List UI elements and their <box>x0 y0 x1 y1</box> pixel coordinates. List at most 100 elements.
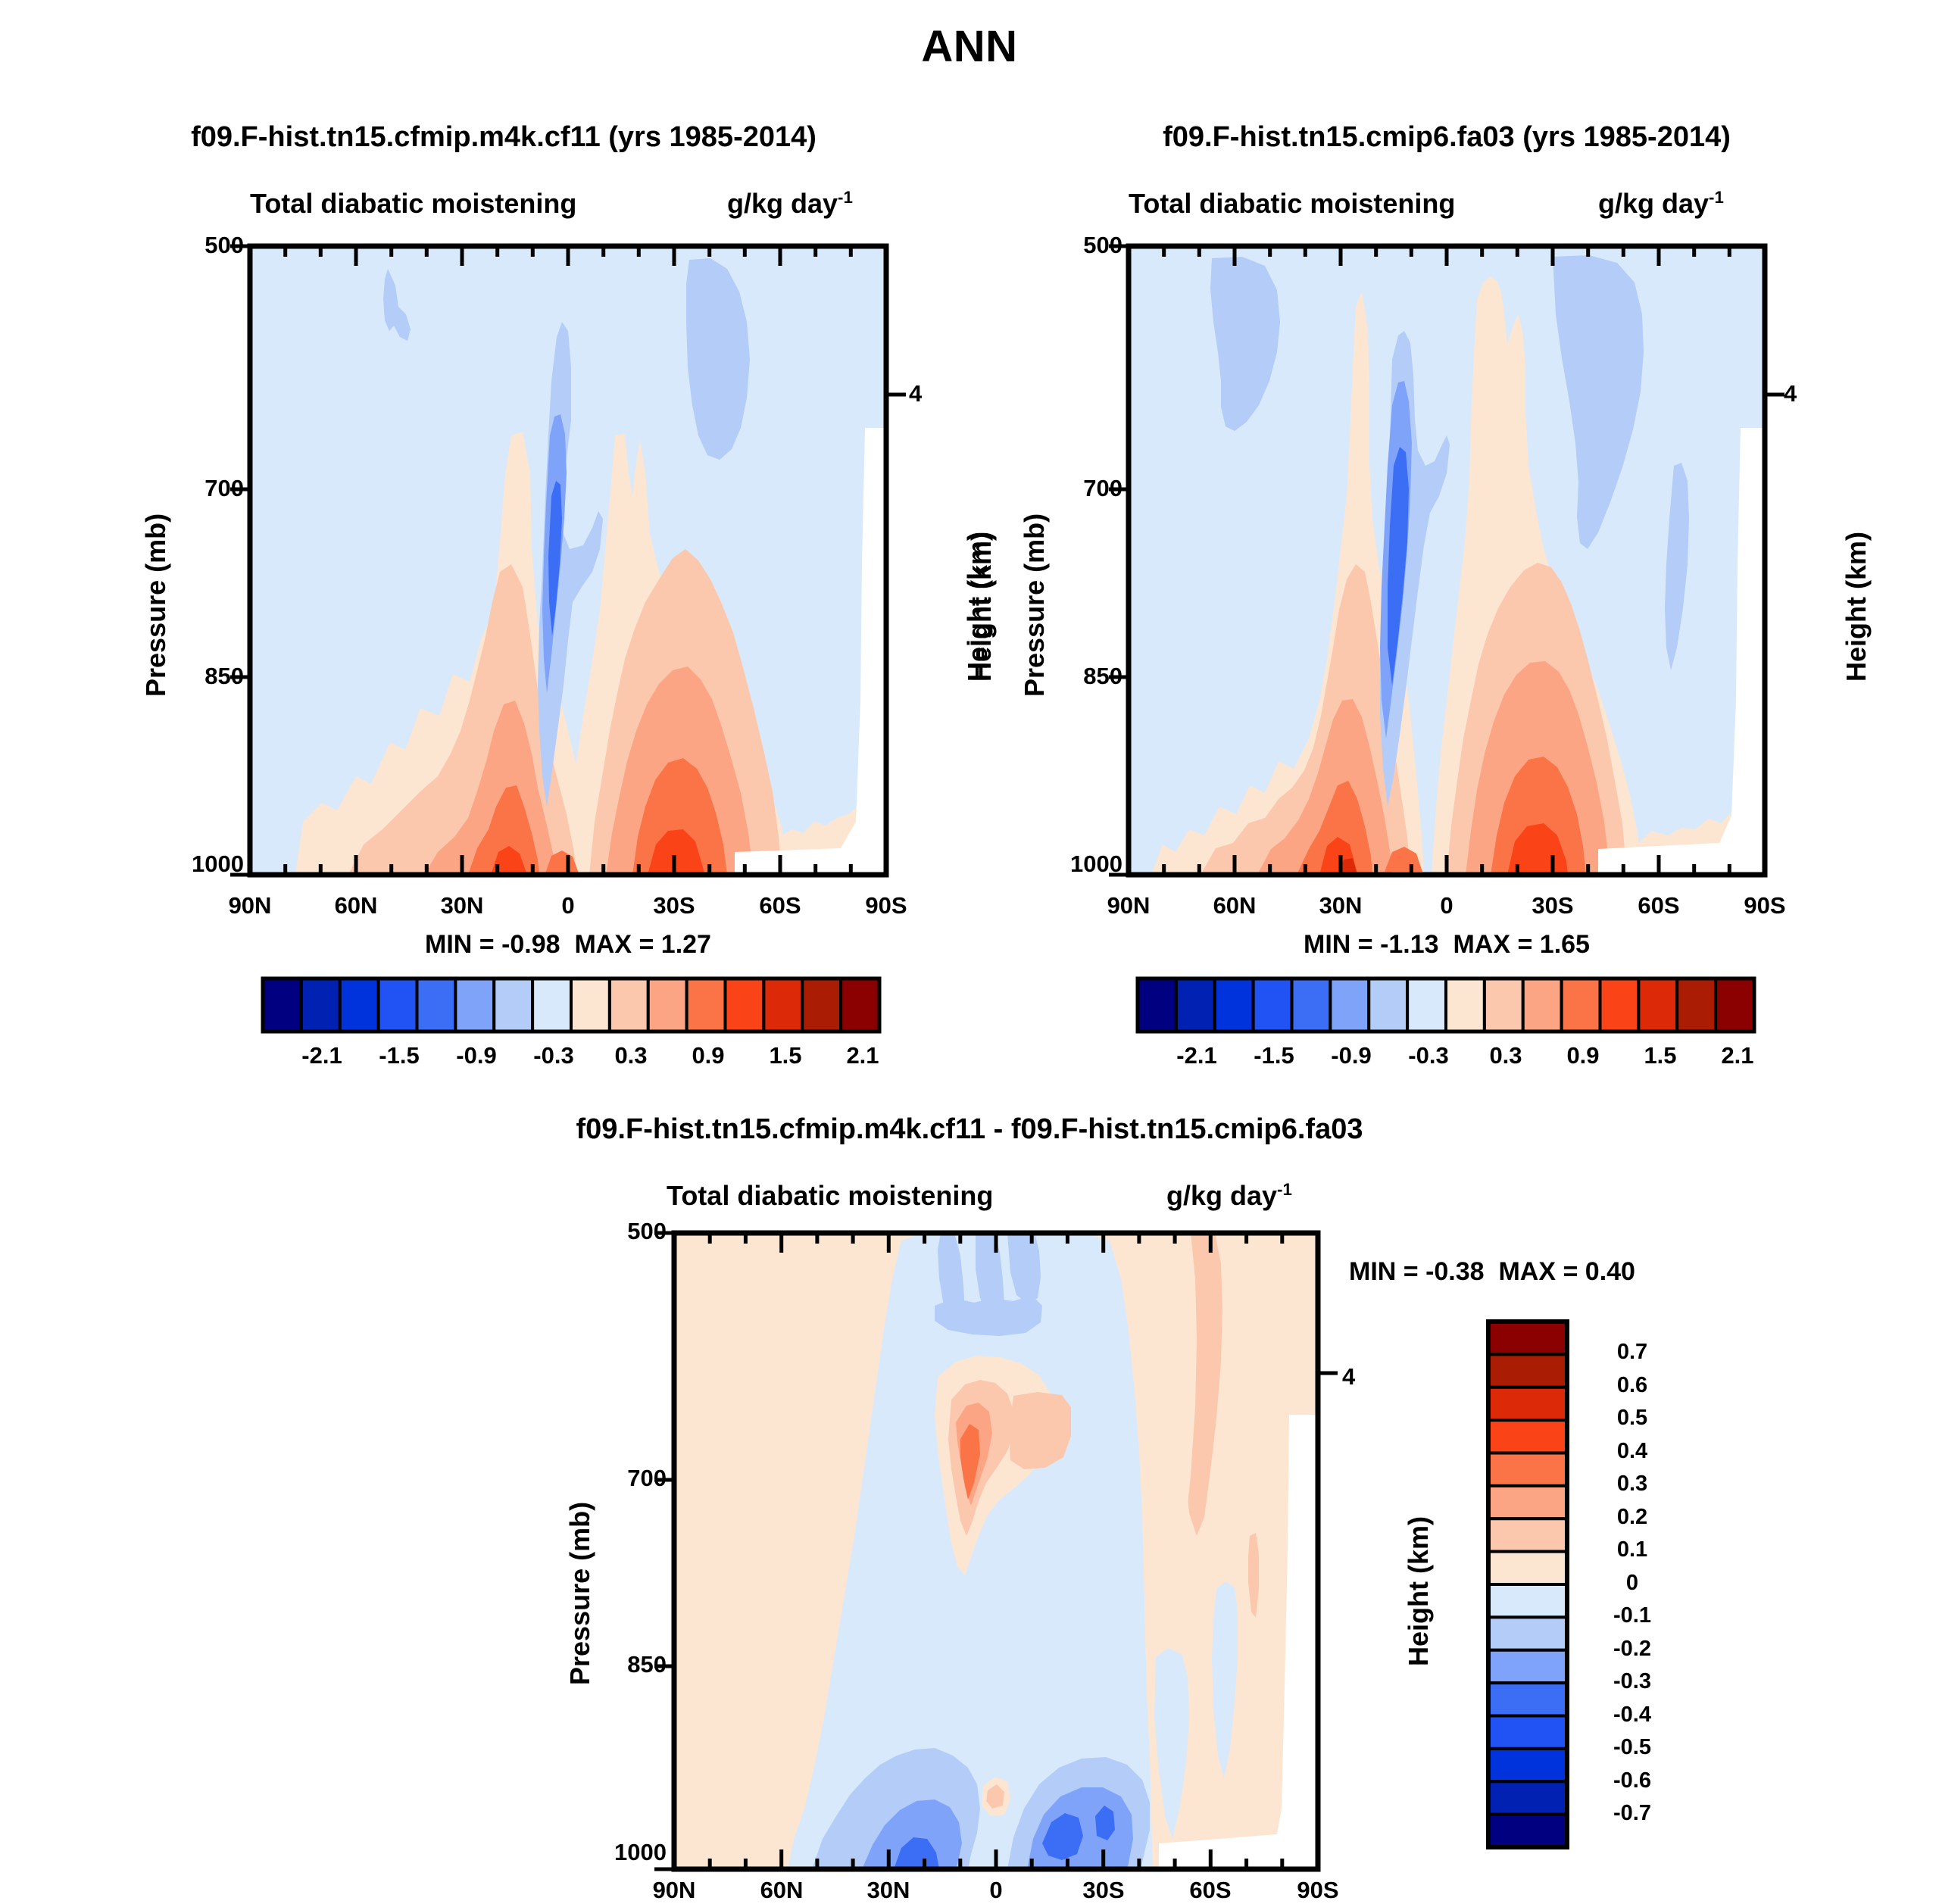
yaxis-label-p1: Pressure (mb) <box>140 513 171 697</box>
colorbar-cell <box>646 977 688 1033</box>
cbv-label-11: -0.4 <box>1613 1703 1651 1727</box>
cb-label-p2-2: -0.9 <box>1331 1042 1372 1069</box>
xtick-30N-p3: 30N <box>866 1877 910 1903</box>
figure-title: ANN <box>921 22 1018 71</box>
xtick-0-p1: 0 <box>561 892 575 919</box>
colorbar-top-right[interactable] <box>1135 976 1756 1034</box>
panel-title-top-right: f09.F-hist.tn15.cmip6.fa03 (yrs 1985-201… <box>1163 121 1731 153</box>
colorbar-cell <box>1482 977 1525 1033</box>
height-tick-p3: 4 <box>1342 1363 1356 1390</box>
cbv-label-8: -0.1 <box>1613 1603 1651 1628</box>
min-label-p3: MIN = <box>1349 1257 1419 1286</box>
colorbar-cell <box>1487 1648 1569 1685</box>
min-label-p2: MIN = <box>1304 930 1373 959</box>
min-label-p1: MIN = <box>425 930 495 959</box>
cb-label-p2-3: -0.3 <box>1408 1042 1449 1069</box>
cb-label-p2-7: 2.1 <box>1721 1042 1754 1069</box>
xtick-60S-p1: 60S <box>759 892 801 919</box>
xtick-90N-p1: 90N <box>228 892 272 919</box>
colorbar-cell <box>1251 977 1294 1033</box>
cbv-label-5: 0.2 <box>1616 1505 1648 1529</box>
units-exponent: -1 <box>1277 1180 1292 1199</box>
cbv-label-7: 0 <box>1625 1571 1639 1595</box>
xtick-0-p3: 0 <box>989 1877 1003 1903</box>
axis-ticks-top-p1 <box>248 246 888 266</box>
variable-label-top-left: Total diabatic moistening <box>250 188 577 219</box>
units-text: g/kg day <box>1598 188 1710 219</box>
units-exponent: -1 <box>1709 188 1724 207</box>
colorbar-cell <box>839 977 882 1033</box>
colorbar-cell <box>1174 977 1216 1033</box>
plot-area-top-right <box>1109 243 1784 878</box>
cb-label-p2-6: 1.5 <box>1644 1042 1677 1069</box>
yaxis-right-label-p1-dup: Height (km) <box>962 532 993 682</box>
cb-label-p2-5: 0.9 <box>1566 1042 1600 1069</box>
colorbar-cell <box>1444 977 1486 1033</box>
colorbar-cell <box>1487 1780 1569 1816</box>
colorbar-cell <box>1487 1746 1569 1784</box>
units-label-top-left: g/kg day-1 <box>727 188 853 220</box>
colorbar-cell <box>801 977 843 1033</box>
cbv-label-0: 0.7 <box>1616 1340 1648 1364</box>
xtick-90S-p2: 90S <box>1744 892 1786 919</box>
xtick-30N-p1: 30N <box>440 892 484 919</box>
units-text: g/kg day <box>727 188 838 219</box>
axis-ticks-left-p1 <box>230 244 250 877</box>
colorbar-cell <box>1714 977 1756 1033</box>
colorbar-labels-top-left: -2.1 -1.5 -0.9 -0.3 0.3 0.9 1.5 2.1 <box>261 1042 881 1075</box>
cbv-label-2: 0.5 <box>1616 1406 1648 1430</box>
cbv-label-3: 0.4 <box>1616 1439 1648 1463</box>
plot-area-top-left <box>230 243 906 878</box>
colorbar-cell <box>261 977 303 1033</box>
colorbar-cell <box>1487 1583 1569 1619</box>
axis-ticks-bottom-p2 <box>1126 855 1767 875</box>
height-tick-p1: 4 <box>909 380 923 407</box>
plot-area-diff <box>654 1230 1338 1872</box>
min-value-p1: -0.98 <box>501 930 560 959</box>
colorbar-cell <box>299 977 342 1033</box>
colorbar-cell <box>1487 1681 1569 1718</box>
axis-ticks-left-p3 <box>654 1231 674 1871</box>
ytick-1000-p2: 1000 <box>1070 851 1122 877</box>
colorbar-cell <box>607 977 650 1033</box>
colorbar-cell <box>570 977 611 1033</box>
colorbar-top-left[interactable] <box>261 976 882 1034</box>
colorbar-cell <box>1213 977 1255 1033</box>
colorbar-cell <box>685 977 727 1033</box>
yaxis-right-label-p2: Height (km) <box>1841 532 1872 682</box>
cb-label-p2-1: -1.5 <box>1254 1042 1294 1069</box>
colorbar-cell <box>1406 977 1448 1033</box>
units-label-top-right: g/kg day-1 <box>1598 188 1724 220</box>
cbv-label-12: -0.5 <box>1613 1735 1651 1759</box>
cb-label-p1-7: 2.1 <box>846 1042 879 1069</box>
colorbar-cell <box>1136 977 1178 1033</box>
xtick-60N-p1: 60N <box>334 892 378 919</box>
minmax-top-left: MIN = -0.98 MAX = 1.27 <box>250 930 886 960</box>
xtick-90S-p3: 90S <box>1297 1877 1339 1903</box>
colorbar-cell <box>376 977 419 1033</box>
cbv-label-13: -0.6 <box>1613 1768 1651 1793</box>
colorbar-cell <box>1598 977 1641 1033</box>
colorbar-cell <box>1487 1615 1569 1652</box>
units-exponent: -1 <box>838 188 853 207</box>
colorbar-cell <box>492 977 535 1033</box>
units-text: g/kg day <box>1166 1180 1278 1211</box>
xtick-60N-p3: 60N <box>760 1877 804 1903</box>
xtick-60S-p3: 60S <box>1189 1877 1232 1903</box>
colorbar-cell <box>1290 977 1332 1033</box>
colorbar-cell <box>1487 1714 1569 1750</box>
colorbar-cell <box>1367 977 1410 1033</box>
max-label-p3: MAX = <box>1498 1257 1578 1286</box>
colorbar-diff[interactable] <box>1486 1319 1569 1849</box>
colorbar-cell <box>1487 1550 1569 1587</box>
minmax-diff: MIN = -0.38 MAX = 0.40 <box>1235 1257 1750 1287</box>
cbv-label-4: 0.3 <box>1616 1472 1648 1496</box>
panel-title-top-left: f09.F-hist.tn15.cfmip.m4k.cf11 (yrs 1985… <box>191 121 817 153</box>
max-label-p2: MAX = <box>1453 930 1533 959</box>
colorbar-cell <box>531 977 573 1033</box>
colorbar-cell <box>1487 1320 1569 1356</box>
cb-label-p1-4: 0.3 <box>614 1042 648 1069</box>
xtick-90N-p2: 90N <box>1107 892 1151 919</box>
max-label-p1: MAX = <box>574 930 654 959</box>
cb-label-p1-0: -2.1 <box>301 1042 342 1069</box>
